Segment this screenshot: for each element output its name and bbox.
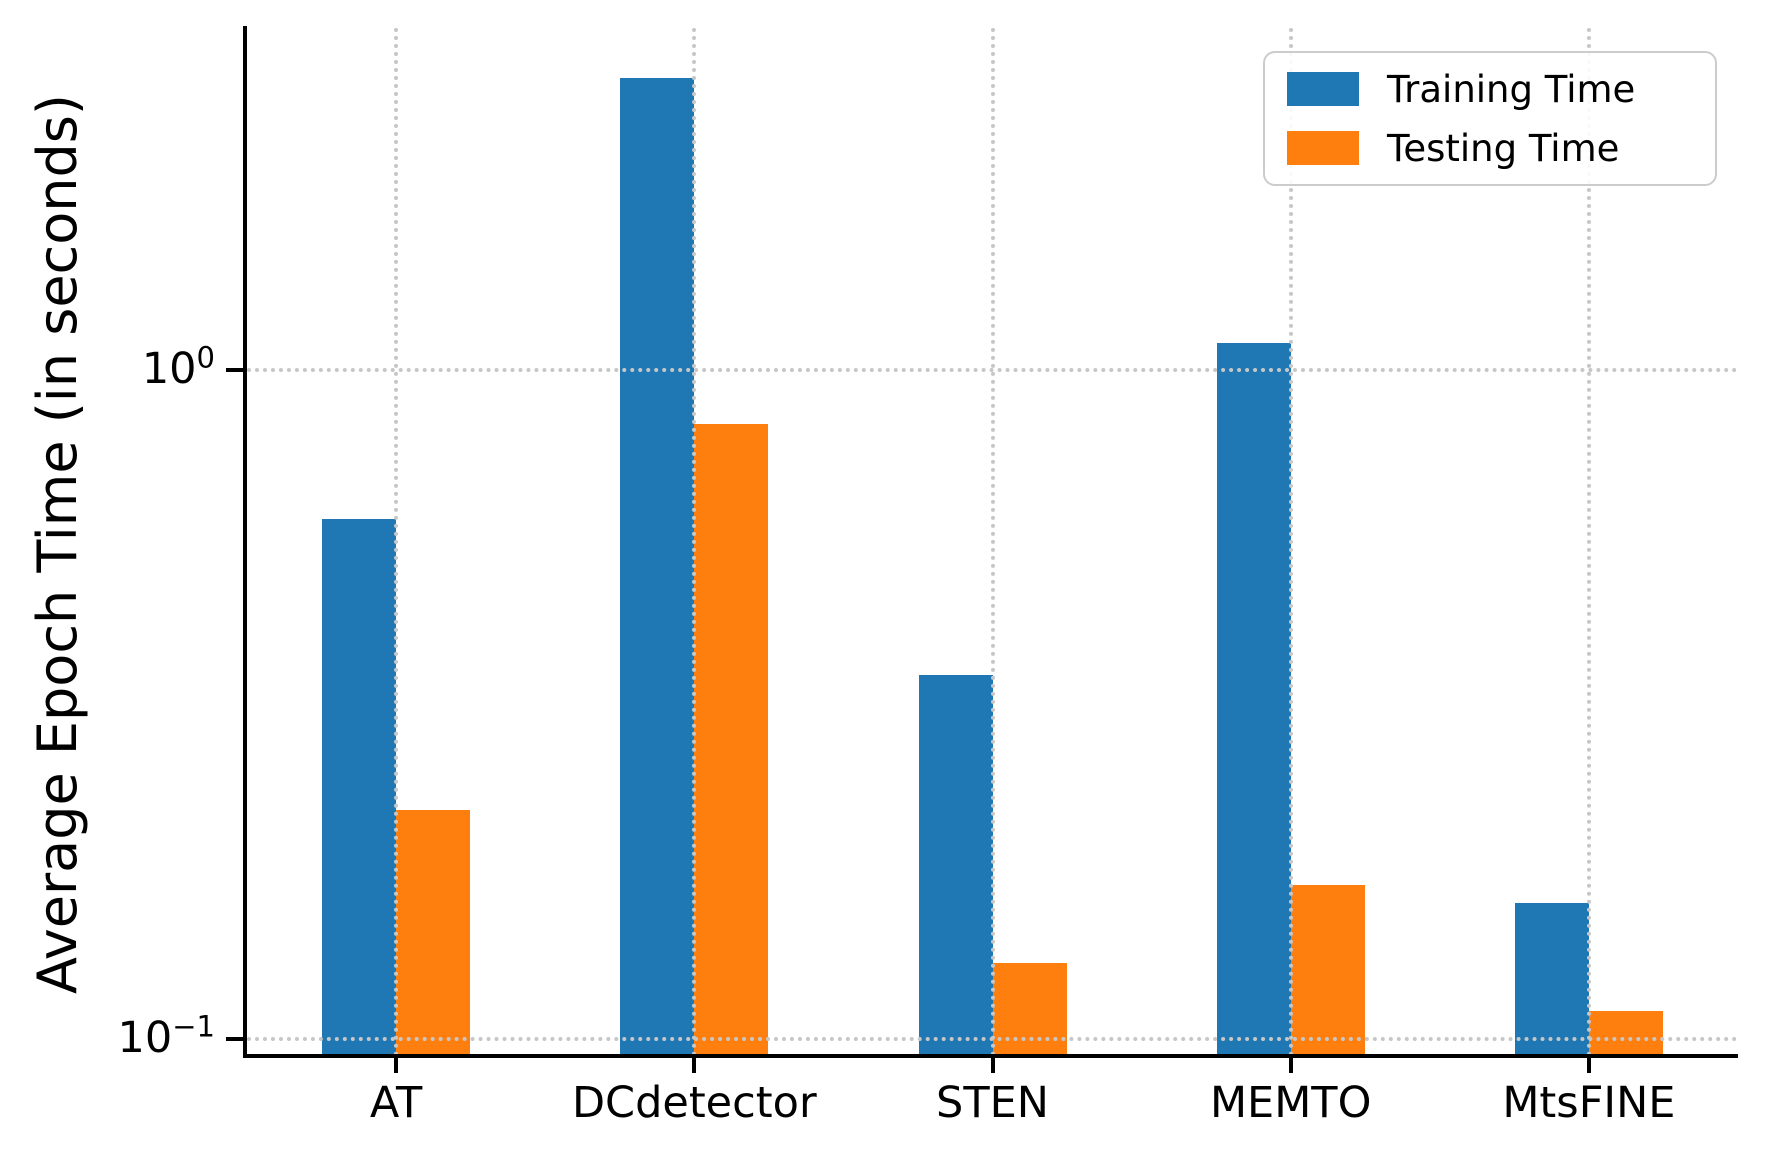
training-time-swatch-icon xyxy=(1287,72,1359,106)
x-tick-label-mtsfine: MtsFINE xyxy=(1502,1078,1676,1128)
x-gridline-mtsfine xyxy=(1586,28,1591,1057)
y-tick-exponent: −1 xyxy=(172,1009,215,1044)
x-tick-mark-dcdetector xyxy=(692,1058,697,1073)
x-tick-mark-mtsfine xyxy=(1586,1058,1591,1073)
bar-training-time-at xyxy=(322,518,397,1054)
x-tick-mark-memto xyxy=(1288,1058,1293,1073)
y-axis-spine xyxy=(243,26,247,1058)
x-gridline-memto xyxy=(1288,28,1293,1057)
legend-row-testing: Testing Time xyxy=(1287,127,1693,170)
x-tick-mark-at xyxy=(394,1058,399,1073)
legend-label-testing: Testing Time xyxy=(1387,126,1620,170)
bar-testing-time-at xyxy=(396,810,471,1054)
x-gridline-at xyxy=(394,28,399,1057)
bar-training-time-sten xyxy=(918,675,993,1054)
y-tick-label-0.1: 10−1 xyxy=(75,1011,215,1065)
x-axis-spine xyxy=(243,1054,1738,1058)
x-gridline-sten xyxy=(990,28,995,1057)
y-tick-base: 10 xyxy=(141,344,197,395)
y-tick-mark-0.1 xyxy=(226,1037,243,1042)
bar-testing-time-dcdetector xyxy=(694,424,769,1054)
y-tick-mark-1 xyxy=(226,368,243,373)
legend-row-training: Training Time xyxy=(1287,68,1693,111)
x-gridline-dcdetector xyxy=(692,28,697,1057)
bar-training-time-memto xyxy=(1216,342,1291,1054)
bar-testing-time-mtsfine xyxy=(1588,1011,1663,1054)
testing-time-swatch-icon xyxy=(1287,131,1359,165)
legend: Training Time Testing Time xyxy=(1263,51,1717,186)
legend-label-training: Training Time xyxy=(1387,67,1636,111)
bar-testing-time-memto xyxy=(1290,884,1365,1054)
bar-training-time-dcdetector xyxy=(620,77,695,1054)
y-tick-base: 10 xyxy=(117,1013,173,1064)
x-tick-label-memto: MEMTO xyxy=(1209,1078,1372,1128)
y-axis-title: Average Epoch Time (in seconds) xyxy=(26,94,89,994)
x-tick-label-sten: STEN xyxy=(936,1078,1049,1128)
y-tick-label-1: 100 xyxy=(75,342,215,396)
x-tick-label-at: AT xyxy=(369,1078,423,1128)
x-tick-mark-sten xyxy=(990,1058,995,1073)
x-tick-label-dcdetector: DCdetector xyxy=(571,1078,817,1128)
y-tick-exponent: 0 xyxy=(196,340,215,375)
bar-training-time-mtsfine xyxy=(1514,902,1589,1054)
